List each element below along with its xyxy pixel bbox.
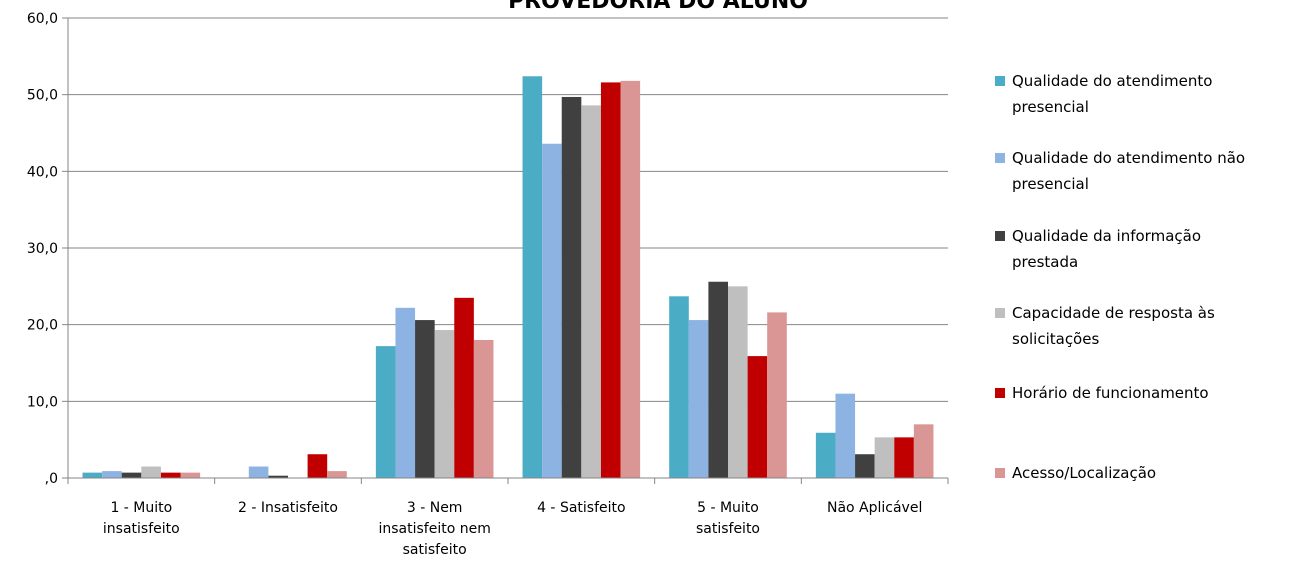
bar — [728, 286, 748, 478]
legend-label: presencial — [1012, 175, 1089, 193]
legend-label: prestada — [1012, 253, 1078, 271]
bar — [141, 466, 161, 478]
bar — [600, 82, 621, 479]
x-category-label: 3 - Nem — [407, 500, 463, 516]
bar — [121, 472, 142, 478]
y-tick-label: 20,0 — [27, 318, 58, 334]
x-category-label: 4 - Satisfeito — [537, 500, 625, 516]
x-category-label: 2 - Insatisfeito — [238, 500, 338, 516]
bar — [102, 471, 122, 478]
bar — [688, 320, 709, 478]
bar — [307, 454, 328, 478]
bar — [375, 346, 396, 478]
x-category-label: insatisfeito — [103, 521, 180, 537]
legend-label: solicitações — [1012, 330, 1099, 348]
bar — [561, 96, 582, 478]
legend-swatch — [995, 153, 1005, 163]
bar — [620, 80, 641, 478]
x-category-label: insatisfeito nem — [378, 521, 490, 537]
y-tick-label: 50,0 — [27, 88, 58, 104]
x-category-label: 1 - Muito — [110, 500, 172, 516]
bar — [454, 297, 474, 478]
bar — [160, 472, 181, 478]
legend-swatch — [995, 308, 1005, 318]
bar — [522, 76, 543, 479]
bar — [708, 281, 728, 478]
bar — [894, 437, 914, 478]
legend-swatch — [995, 388, 1005, 398]
x-category-label: Não Aplicável — [827, 500, 922, 516]
x-category-label: satisfeito — [403, 542, 467, 558]
legend-label: presencial — [1012, 98, 1089, 116]
bar — [855, 454, 875, 478]
bar — [434, 330, 455, 478]
bar — [767, 312, 787, 478]
legend-label: Acesso/Localização — [1012, 464, 1156, 482]
y-tick-label: 60,0 — [27, 11, 58, 27]
bar — [180, 472, 201, 478]
legend-label: Horário de funcionamento — [1012, 384, 1209, 402]
bar — [268, 475, 288, 478]
bar — [581, 105, 601, 479]
legend-label: Qualidade do atendimento não — [1012, 149, 1245, 167]
bar — [327, 471, 347, 478]
y-tick-label: 30,0 — [27, 241, 58, 257]
bar — [913, 424, 934, 478]
legend-swatch — [995, 468, 1005, 478]
legend-label: Qualidade do atendimento — [1012, 72, 1212, 90]
y-tick-label: 10,0 — [27, 394, 58, 410]
bar — [82, 472, 103, 478]
legend-swatch — [995, 76, 1005, 86]
bar — [835, 393, 856, 478]
bar — [473, 340, 494, 478]
chart-title: PROVEDORIA DO ALUNO — [508, 0, 808, 14]
x-category-label: satisfeito — [696, 521, 760, 537]
bar — [669, 296, 689, 478]
bar — [815, 432, 836, 478]
bar — [747, 356, 768, 478]
x-category-label: 5 - Muito — [697, 500, 759, 516]
bar — [542, 143, 562, 478]
bar — [874, 437, 895, 478]
bar — [395, 307, 416, 478]
bar — [248, 466, 269, 478]
bar — [415, 320, 435, 478]
legend-label: Qualidade da informação — [1012, 227, 1201, 245]
legend-label: Capacidade de resposta às — [1012, 304, 1215, 322]
y-tick-label: ,0 — [45, 471, 58, 487]
y-tick-label: 40,0 — [27, 164, 58, 180]
legend-swatch — [995, 231, 1005, 241]
